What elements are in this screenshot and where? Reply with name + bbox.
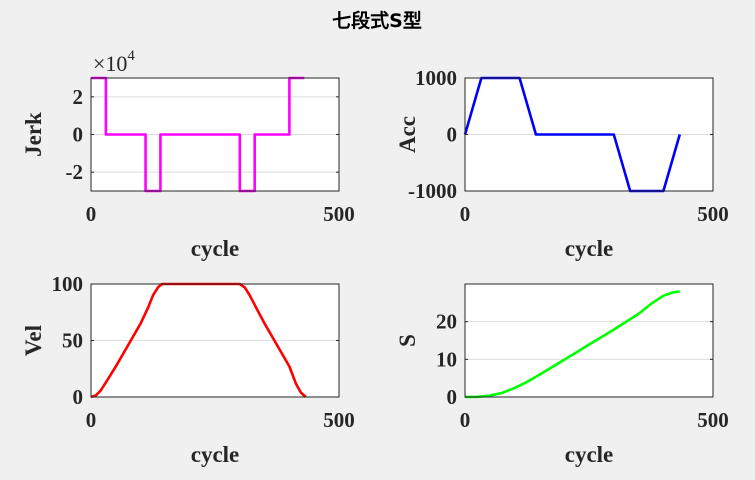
jerk-ylabel: Jerk <box>21 112 46 157</box>
jerk-ytick-label-0: -2 <box>66 160 84 184</box>
s-xlabel: cycle <box>565 442 614 467</box>
s-plot-area <box>465 284 713 397</box>
acc-ylabel: Acc <box>395 116 420 153</box>
s-xtick-label-1: 500 <box>697 408 729 432</box>
jerk-ytick-label-2: 2 <box>73 85 84 109</box>
acc-xtick-label-0: 0 <box>460 202 471 226</box>
jerk-ytick-label-1: 0 <box>73 123 84 147</box>
s-ytick-label-1: 10 <box>436 347 457 371</box>
vel-ytick-label-1: 50 <box>62 329 83 353</box>
jerk-xtick-label-1: 500 <box>323 202 355 226</box>
s-ytick-label-0: 0 <box>447 385 458 409</box>
jerk-exponent-label: ×104 <box>93 48 135 76</box>
jerk-series-line <box>91 76 305 193</box>
s-series-line <box>464 290 680 399</box>
s-xtick-label-0: 0 <box>460 408 471 432</box>
s-ylabel: S <box>395 334 420 347</box>
vel-subplot: 0 50 100 0 500 cycle Vel <box>21 272 355 467</box>
acc-xtick-label-1: 500 <box>697 202 729 226</box>
vel-xtick-label-1: 500 <box>323 408 355 432</box>
jerk-xtick-label-0: 0 <box>86 202 97 226</box>
vel-xtick-label-0: 0 <box>86 408 97 432</box>
s-subplot: 0 10 20 0 500 cycle S <box>395 283 729 467</box>
figure-title: 七段式S型 <box>332 9 422 32</box>
acc-xlabel: cycle <box>565 236 614 261</box>
vel-ytick-label-0: 0 <box>73 385 84 409</box>
jerk-xlabel: cycle <box>191 236 240 261</box>
acc-ytick-label-1: 0 <box>447 123 458 147</box>
acc-ytick-label-0: -1000 <box>408 179 457 203</box>
vel-ylabel: Vel <box>21 325 46 356</box>
vel-ytick-label-2: 100 <box>52 272 84 296</box>
acc-ytick-label-2: 1000 <box>415 66 457 90</box>
vel-xlabel: cycle <box>191 442 240 467</box>
s-axes-box <box>464 283 714 398</box>
s-ytick-label-2: 20 <box>436 310 457 334</box>
